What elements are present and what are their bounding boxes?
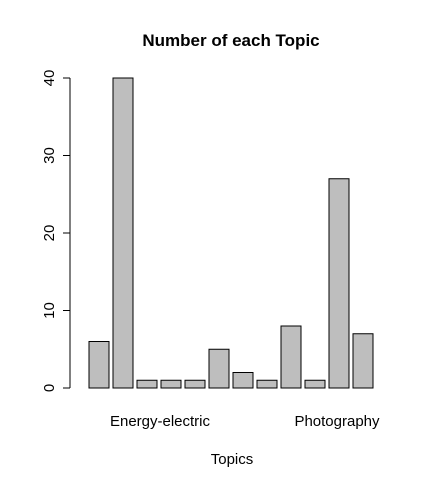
chart-title: Number of each Topic xyxy=(142,31,319,50)
bar-10 xyxy=(328,178,350,389)
bar-2 xyxy=(136,379,158,389)
y-axis: 0 10 20 30 40 xyxy=(41,70,71,392)
y-tick-label-40: 40 xyxy=(41,70,58,87)
y-tick-label-30: 30 xyxy=(41,147,58,164)
bar-0 xyxy=(88,341,110,389)
y-tick-label-0: 0 xyxy=(41,384,58,392)
x-axis-label: Topics xyxy=(211,451,254,468)
bar-3 xyxy=(160,379,182,389)
y-tick-label-20: 20 xyxy=(41,225,58,242)
bar-9 xyxy=(304,379,326,389)
bar-8 xyxy=(280,325,302,389)
y-tick-label-10: 10 xyxy=(41,302,58,319)
bar-5 xyxy=(208,348,230,389)
x-tick-labels: Energy-electric Photography xyxy=(110,413,380,430)
x-tick-label-9: Photography xyxy=(294,413,380,430)
x-tick-label-1: Energy-electric xyxy=(110,413,211,430)
bar-4 xyxy=(184,379,206,389)
bars-group xyxy=(88,77,374,389)
bar-1 xyxy=(112,77,134,389)
bar-11 xyxy=(352,333,374,389)
bar-6 xyxy=(232,372,254,389)
bar-7 xyxy=(256,379,278,389)
